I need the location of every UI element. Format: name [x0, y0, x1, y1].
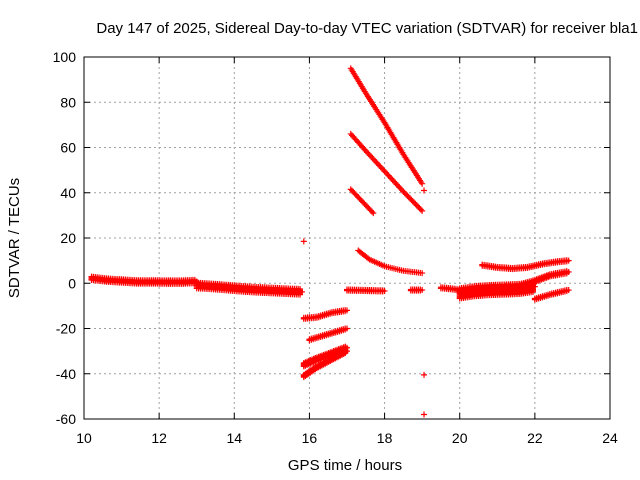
data-point	[300, 238, 307, 245]
data-point	[417, 206, 424, 213]
x-tick-label: 12	[151, 430, 167, 446]
data-point	[421, 187, 428, 194]
plot-border	[83, 56, 611, 420]
data-point	[344, 325, 350, 332]
data-point	[381, 287, 388, 294]
data-point	[400, 188, 407, 195]
x-tick-label: 14	[226, 430, 242, 446]
chart-title: Day 147 of 2025, Sidereal Day-to-day VTE…	[96, 20, 638, 37]
data-point	[407, 195, 414, 202]
series-track-k	[344, 286, 388, 295]
series-track-i	[347, 186, 377, 217]
data-point	[404, 192, 411, 199]
series-track-c	[300, 307, 350, 322]
data-point	[369, 208, 376, 215]
x-tick-label: 20	[452, 430, 468, 446]
data-point	[298, 288, 305, 295]
x-tick-label: 24	[602, 430, 618, 446]
series-track-d	[306, 325, 350, 344]
y-tick-label: -20	[56, 321, 76, 337]
x-tick-label: 22	[527, 430, 543, 446]
series-track-p	[516, 268, 572, 290]
series-track-f	[300, 347, 350, 381]
data-point	[416, 205, 423, 212]
data-point	[401, 189, 408, 196]
data-point	[565, 287, 572, 294]
y-tick-label: -60	[56, 411, 76, 427]
series-track-a	[88, 273, 200, 287]
data-point	[565, 268, 572, 275]
data-point	[419, 287, 426, 294]
series-track-l	[407, 286, 426, 294]
series-track-h	[347, 130, 426, 214]
data-point	[421, 411, 428, 418]
data-point	[412, 200, 419, 207]
y-tick-label: -40	[56, 366, 76, 382]
data-point	[411, 199, 418, 206]
x-axis-label: GPS time / hours	[288, 457, 402, 474]
y-axis-label: SDTVAR / TECUs	[6, 178, 23, 298]
data-point	[370, 210, 377, 217]
y-tick-label: 60	[60, 140, 76, 156]
series-outlier-a	[300, 238, 307, 245]
data-points	[88, 65, 572, 418]
data-point	[344, 348, 350, 355]
x-tick-label: 10	[76, 430, 92, 446]
data-point	[419, 270, 426, 277]
data-point	[421, 371, 428, 378]
x-axis-ticks: 10 12 14 16 18 20 22 24	[76, 57, 618, 446]
data-point	[408, 196, 415, 203]
x-tick-label: 18	[377, 430, 393, 446]
series-track-b	[193, 279, 305, 298]
grid	[84, 57, 610, 419]
y-tick-label: 100	[53, 49, 77, 65]
series-outlier-d	[421, 411, 428, 418]
x-tick-label: 16	[302, 430, 318, 446]
series-track-o	[479, 257, 572, 273]
data-point	[413, 202, 420, 209]
data-point	[344, 307, 350, 314]
series-outlier-c	[421, 371, 428, 378]
data-point	[409, 198, 416, 205]
y-tick-label: 0	[68, 275, 76, 291]
series-track-g	[347, 65, 426, 187]
data-point	[565, 257, 572, 264]
data-point	[403, 191, 410, 198]
series-track-q	[531, 286, 572, 303]
data-point	[405, 194, 412, 201]
series-track-j	[355, 247, 426, 277]
y-tick-label: 80	[60, 94, 76, 110]
y-tick-label: 20	[60, 230, 76, 246]
series-outlier-b	[421, 187, 428, 194]
data-point	[419, 180, 426, 187]
data-point	[419, 207, 426, 214]
data-point	[415, 203, 422, 210]
y-tick-label: 40	[60, 185, 76, 201]
y-axis-ticks: -60 -40 -20 0 20 40 60 80 100	[53, 49, 610, 427]
